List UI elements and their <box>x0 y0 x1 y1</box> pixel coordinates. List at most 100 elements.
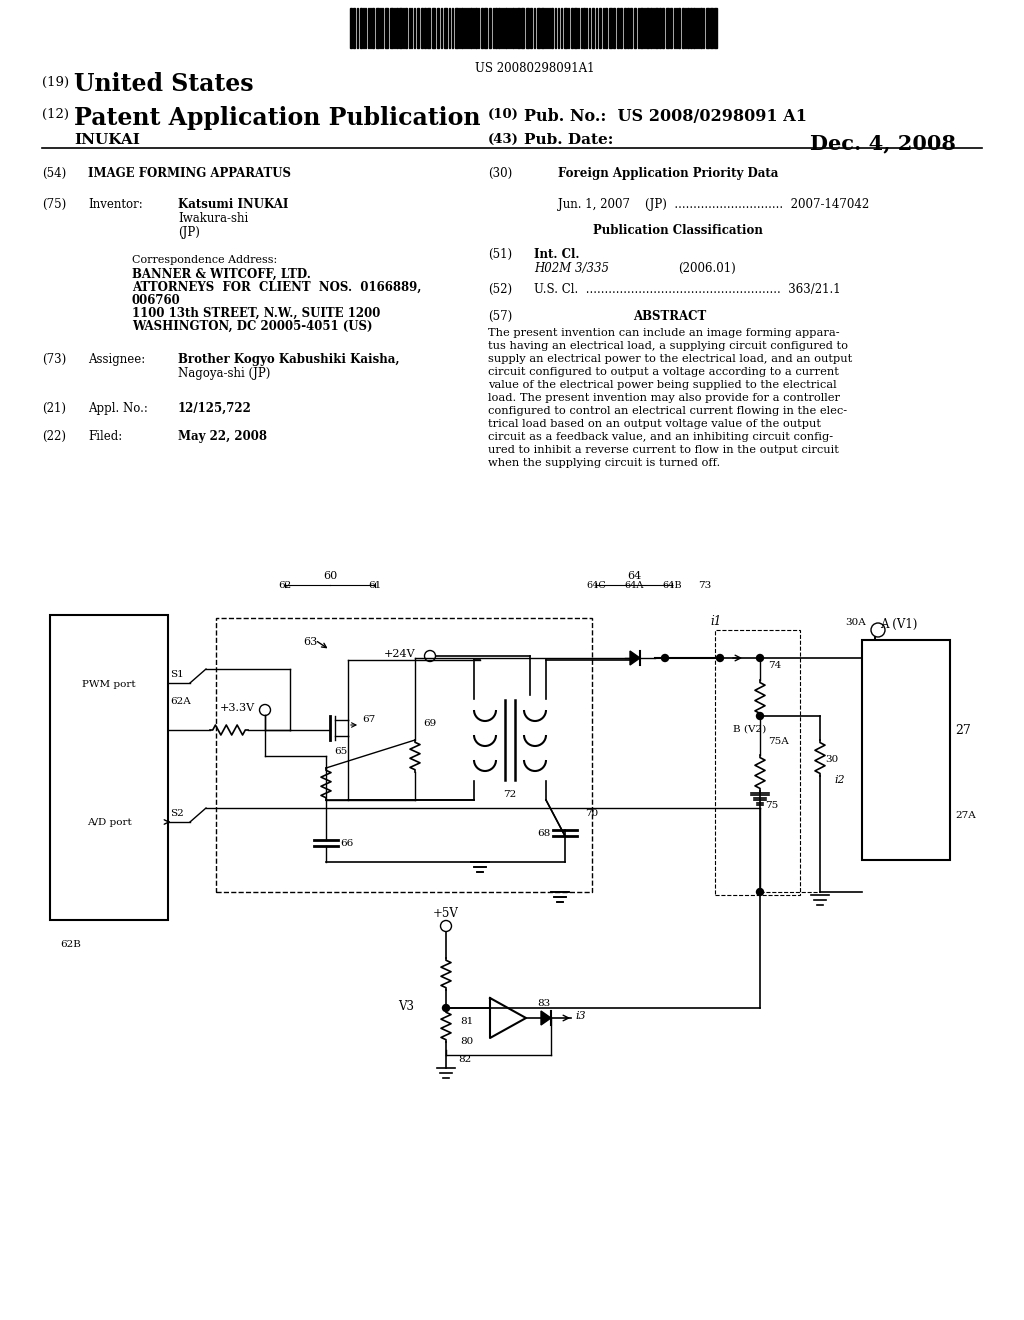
Text: (22): (22) <box>42 430 66 444</box>
Text: (52): (52) <box>488 282 512 296</box>
Text: 65: 65 <box>334 747 347 756</box>
Text: i2: i2 <box>834 775 845 785</box>
Circle shape <box>757 888 764 895</box>
Text: (JP): (JP) <box>178 226 200 239</box>
Text: ured to inhibit a reverse current to flow in the output circuit: ured to inhibit a reverse current to flo… <box>488 445 839 455</box>
Bar <box>617 8 618 48</box>
Text: 64A: 64A <box>625 581 644 590</box>
Bar <box>682 8 684 48</box>
Bar <box>655 8 658 48</box>
Text: 27: 27 <box>955 723 971 737</box>
Text: 75: 75 <box>765 800 778 809</box>
Bar <box>406 8 407 48</box>
Text: Nagoya-shi (JP): Nagoya-shi (JP) <box>178 367 270 380</box>
Bar <box>432 8 435 48</box>
Bar <box>376 8 379 48</box>
Bar <box>564 8 567 48</box>
Bar <box>613 8 615 48</box>
Text: (19): (19) <box>42 77 70 88</box>
Text: 30A: 30A <box>845 618 865 627</box>
Bar <box>461 8 463 48</box>
Text: Publication Classification: Publication Classification <box>593 224 763 238</box>
Text: BANNER & WITCOFF, LTD.: BANNER & WITCOFF, LTD. <box>132 268 311 281</box>
Bar <box>421 8 423 48</box>
Text: (12): (12) <box>42 108 69 121</box>
Text: (21): (21) <box>42 403 66 414</box>
Text: 62A: 62A <box>170 697 190 706</box>
Bar <box>444 8 447 48</box>
Text: U.S. Cl.  ....................................................  363/21.1: U.S. Cl. ...............................… <box>534 282 841 296</box>
Text: circuit configured to output a voltage according to a current: circuit configured to output a voltage a… <box>488 367 839 378</box>
Text: A/D port: A/D port <box>87 818 131 828</box>
Bar <box>455 8 458 48</box>
Bar <box>583 8 585 48</box>
Text: 70: 70 <box>585 809 598 818</box>
Bar <box>437 8 439 48</box>
Bar <box>715 630 800 895</box>
Text: Pub. Date:: Pub. Date: <box>524 133 613 147</box>
Bar <box>360 8 362 48</box>
Text: circuit as a feedback value, and an inhibiting circuit config-: circuit as a feedback value, and an inhi… <box>488 432 834 442</box>
Bar <box>484 8 487 48</box>
Bar <box>627 8 629 48</box>
Bar <box>599 8 601 48</box>
Bar <box>489 8 490 48</box>
Bar <box>634 8 636 48</box>
Circle shape <box>757 655 764 661</box>
Bar <box>592 8 594 48</box>
Bar <box>630 8 632 48</box>
Text: 64C: 64C <box>586 581 606 590</box>
Text: i3: i3 <box>575 1011 586 1020</box>
Bar <box>609 8 612 48</box>
Circle shape <box>717 655 724 661</box>
Text: 60: 60 <box>323 572 337 581</box>
Bar <box>700 8 702 48</box>
Bar <box>706 8 709 48</box>
Bar <box>670 8 672 48</box>
Bar <box>537 8 540 48</box>
Text: US 20080298091A1: US 20080298091A1 <box>475 62 595 75</box>
Text: 64: 64 <box>627 572 641 581</box>
Bar <box>574 8 577 48</box>
Text: Foreign Application Priority Data: Foreign Application Priority Data <box>558 168 778 180</box>
Text: 62: 62 <box>279 581 292 590</box>
Bar <box>470 8 472 48</box>
Text: (10): (10) <box>488 108 519 121</box>
Bar <box>687 8 689 48</box>
Bar <box>521 8 524 48</box>
Bar <box>551 8 553 48</box>
Text: 67: 67 <box>362 715 375 725</box>
Text: (57): (57) <box>488 310 512 323</box>
Text: 81: 81 <box>460 1018 473 1027</box>
Bar <box>526 8 529 48</box>
Bar <box>690 8 692 48</box>
Text: Brother Kogyo Kabushiki Kaisha,: Brother Kogyo Kabushiki Kaisha, <box>178 352 399 366</box>
Polygon shape <box>541 1011 551 1026</box>
Text: H02M 3/335: H02M 3/335 <box>534 261 609 275</box>
Bar <box>399 8 402 48</box>
Circle shape <box>662 655 669 661</box>
Bar <box>605 8 607 48</box>
Text: 1100 13th STREET, N.W., SUITE 1200: 1100 13th STREET, N.W., SUITE 1200 <box>132 308 380 319</box>
Bar <box>666 8 669 48</box>
Text: +3.3V: +3.3V <box>220 704 255 713</box>
Bar <box>862 640 950 861</box>
Text: S2: S2 <box>170 809 183 818</box>
Text: +5V: +5V <box>433 907 459 920</box>
Bar <box>646 8 649 48</box>
Text: S1: S1 <box>170 671 183 678</box>
Bar <box>50 615 168 920</box>
Text: configured to control an electrical current flowing in the elec-: configured to control an electrical curr… <box>488 407 847 416</box>
Text: 66: 66 <box>340 838 353 847</box>
Text: Correspondence Address:: Correspondence Address: <box>132 255 278 265</box>
Bar <box>385 8 388 48</box>
Bar <box>571 8 573 48</box>
Text: Jun. 1, 2007    (JP)  .............................  2007-147042: Jun. 1, 2007 (JP) ......................… <box>558 198 869 211</box>
Bar <box>390 8 393 48</box>
Text: load. The present invention may also provide for a controller: load. The present invention may also pro… <box>488 393 840 403</box>
Text: 30: 30 <box>825 755 839 764</box>
Text: 73: 73 <box>698 581 712 590</box>
Bar <box>650 8 652 48</box>
Text: 75A: 75A <box>768 737 788 746</box>
Text: Appl. No.:: Appl. No.: <box>88 403 147 414</box>
